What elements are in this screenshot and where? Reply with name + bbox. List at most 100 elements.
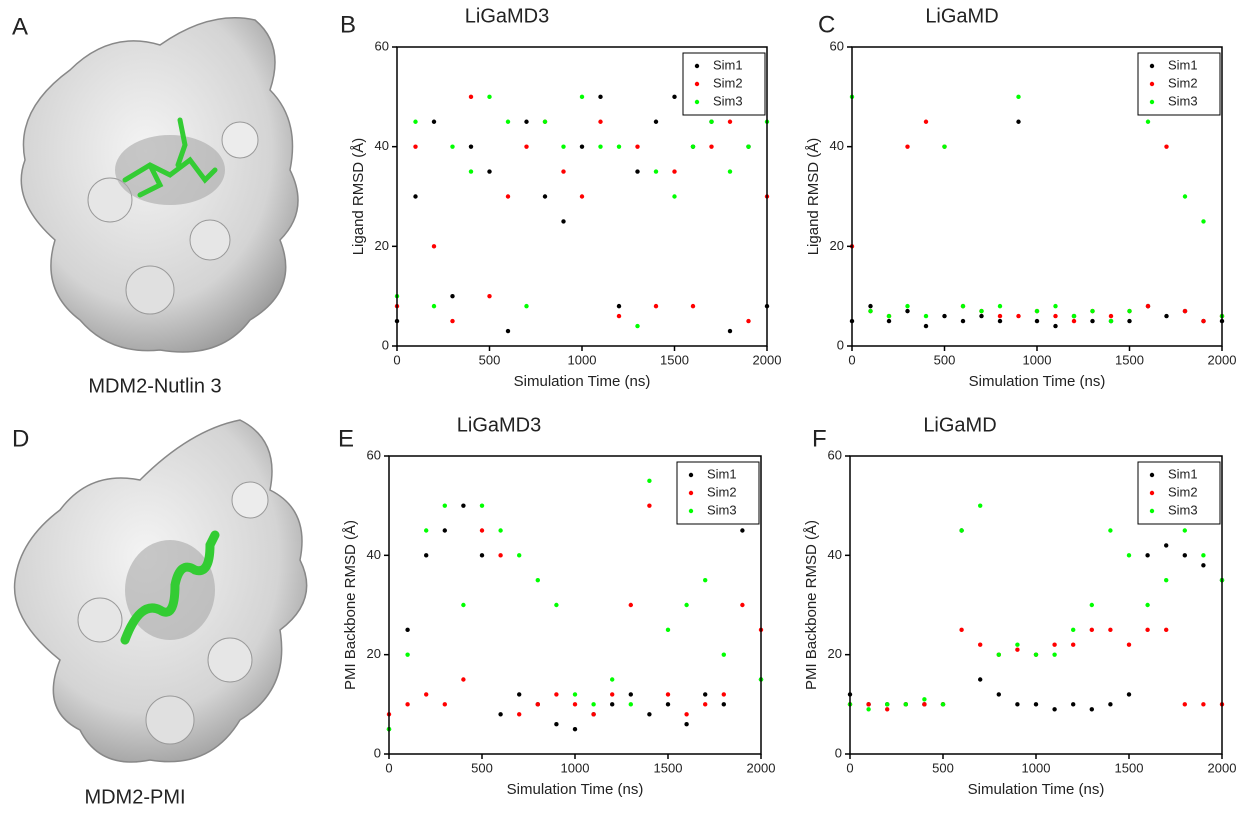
x-tick-label: 2000 [747, 760, 776, 775]
y-tick-label: 60 [367, 447, 381, 462]
data-point [616, 144, 622, 149]
data-point [959, 528, 964, 533]
x-tick-label: 1500 [660, 352, 689, 367]
y-tick-label: 20 [367, 646, 381, 661]
data-point [940, 702, 946, 707]
data-point [1015, 702, 1020, 707]
x-tick-label: 1000 [1022, 760, 1051, 775]
data-point [885, 707, 890, 712]
data-point [923, 313, 929, 319]
data-point [1052, 707, 1057, 712]
data-point [740, 602, 745, 608]
data-point [598, 119, 603, 124]
y-axis-label: PMI Backbone RMSD (Å) [803, 520, 820, 690]
y-tick-label: 60 [830, 38, 844, 53]
y-axis-label: PMI Backbone RMSD (Å) [342, 520, 359, 690]
data-point [616, 313, 622, 319]
data-point [431, 119, 437, 124]
data-point [1033, 702, 1039, 707]
x-axis-label: Simulation Time (ns) [514, 373, 651, 390]
data-point [572, 702, 578, 707]
legend-marker [688, 472, 694, 478]
y-tick-label: 60 [828, 447, 842, 462]
data-point [542, 119, 548, 124]
data-point [942, 144, 947, 149]
data-point [591, 712, 596, 717]
data-point [572, 726, 578, 732]
data-point [653, 303, 659, 309]
data-point [1126, 692, 1132, 697]
data-point [665, 702, 671, 707]
data-point [610, 677, 615, 682]
data-point [1201, 553, 1206, 558]
data-point [978, 642, 983, 647]
data-point [461, 503, 466, 508]
y-tick-label: 60 [375, 38, 389, 53]
data-point [665, 627, 671, 633]
panel-letter: C [818, 11, 835, 38]
data-point [542, 194, 548, 199]
data-point [996, 692, 1001, 697]
data-point [923, 323, 929, 329]
y-tick-label: 20 [828, 646, 842, 661]
y-tick-label: 0 [835, 745, 842, 760]
data-point [450, 293, 455, 299]
data-point [1201, 563, 1206, 568]
data-point [922, 697, 927, 702]
data-point [746, 144, 751, 149]
data-point [1108, 702, 1113, 707]
legend-label: Sim2 [713, 75, 743, 90]
data-point [1090, 318, 1095, 324]
data-point [1182, 528, 1188, 533]
data-point [1016, 313, 1021, 319]
data-point [610, 702, 615, 707]
data-point [616, 303, 622, 309]
y-tick-label: 40 [830, 138, 844, 153]
data-point [1201, 702, 1206, 707]
data-point [997, 303, 1003, 309]
y-tick-label: 20 [830, 238, 844, 253]
data-point [572, 692, 578, 697]
data-point [1108, 627, 1113, 633]
data-point [1053, 323, 1058, 329]
y-tick-label: 40 [367, 547, 381, 562]
legend-label: Sim2 [1168, 484, 1198, 499]
protein-structure-a [20, 17, 299, 353]
data-point [727, 119, 733, 124]
data-point [1145, 627, 1150, 633]
legend-marker [688, 490, 694, 496]
y-tick-label: 0 [837, 337, 844, 352]
data-point [635, 323, 640, 329]
data-point [923, 119, 929, 124]
y-axis-label: Ligand RMSD (Å) [350, 138, 367, 256]
data-point [579, 144, 585, 149]
data-point [647, 503, 652, 508]
data-point [672, 194, 677, 199]
data-point [554, 722, 559, 727]
legend-marker [1149, 63, 1155, 69]
data-point [866, 707, 871, 712]
panel-letter: E [338, 425, 354, 452]
data-point [450, 144, 455, 149]
data-point [997, 318, 1003, 324]
data-point [431, 303, 437, 309]
data-point [1015, 647, 1020, 652]
data-point [1071, 642, 1076, 647]
data-point [505, 119, 511, 124]
x-tick-label: 1000 [1023, 352, 1052, 367]
data-point [413, 119, 418, 124]
data-point [468, 169, 474, 174]
y-tick-label: 0 [382, 337, 389, 352]
data-point [424, 553, 429, 558]
chart-title: LiGaMD3 [457, 414, 541, 436]
data-point [461, 602, 466, 608]
data-point [517, 712, 522, 717]
data-point [517, 692, 522, 697]
data-point [727, 169, 733, 174]
data-point [1164, 313, 1169, 319]
data-point [1164, 144, 1169, 149]
data-point [1182, 702, 1188, 707]
data-point [1089, 707, 1095, 712]
data-point [579, 194, 585, 199]
data-point [1201, 219, 1206, 224]
